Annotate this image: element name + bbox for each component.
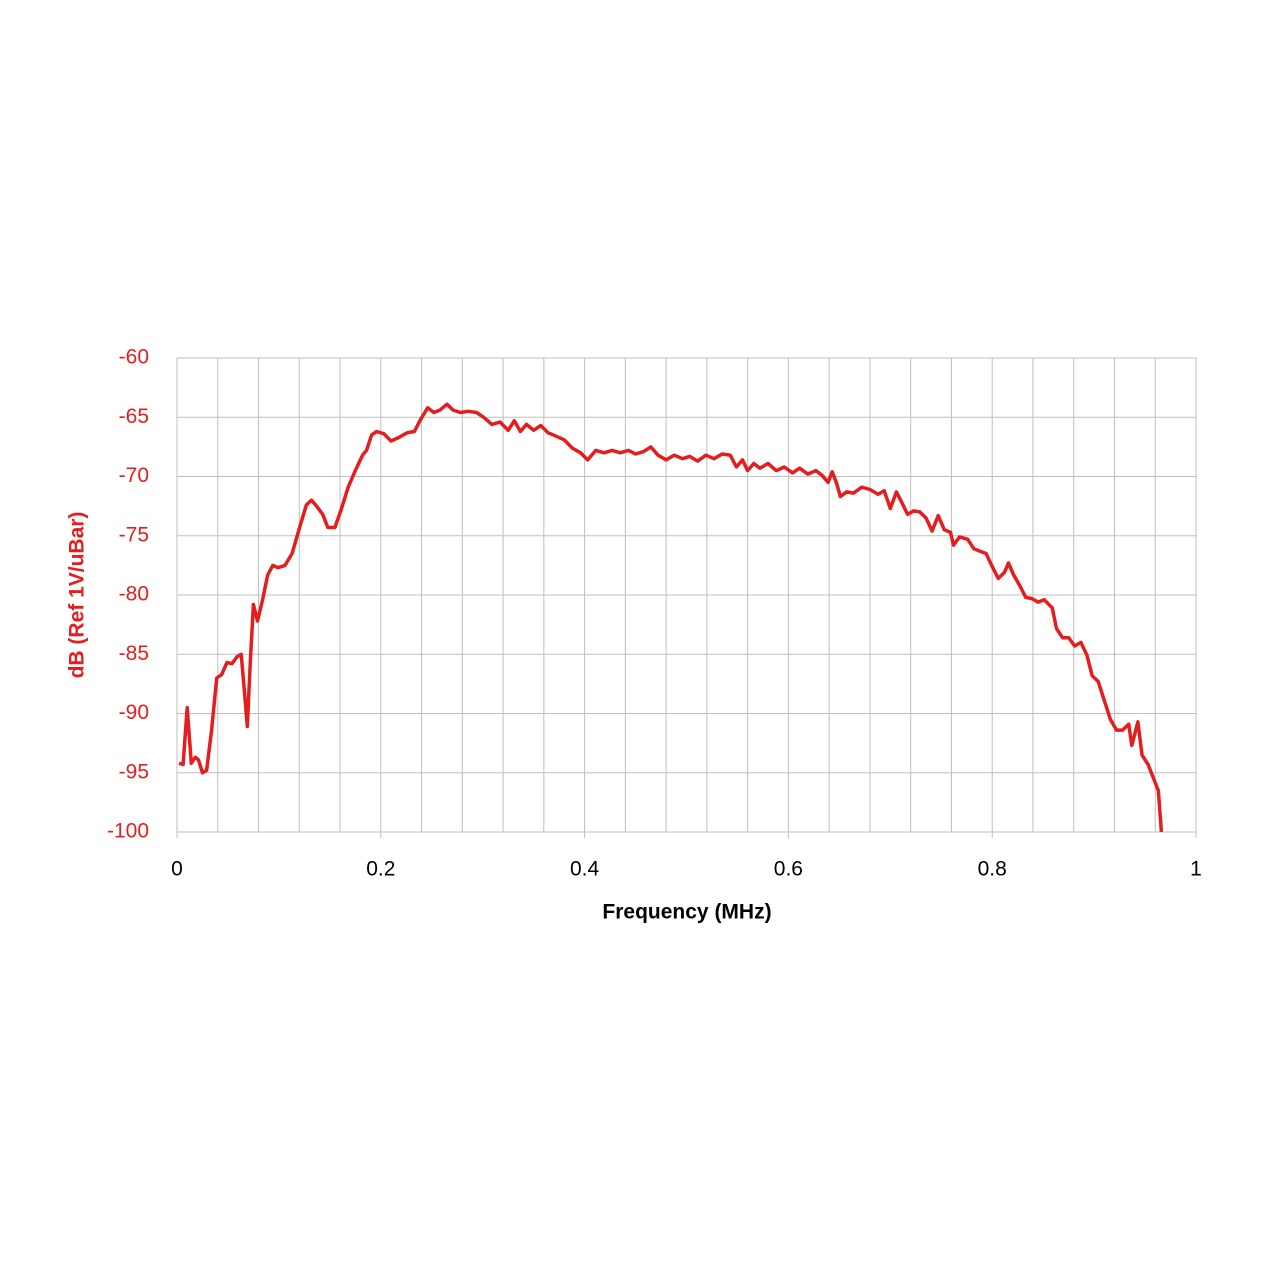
x-tick-label: 0.8 <box>978 858 1007 881</box>
data-line <box>178 402 1164 833</box>
x-tick-label: 0 <box>171 858 183 881</box>
y-tick-label: -100 <box>107 820 149 843</box>
y-tick-label: -60 <box>119 346 149 369</box>
y-axis-label: dB (Ref 1V/uBar) <box>66 512 89 679</box>
x-tick-label: 0.6 <box>774 858 803 881</box>
y-tick-label: -95 <box>119 760 149 783</box>
x-tick-label: 1 <box>1190 858 1202 881</box>
y-tick-label: -80 <box>119 583 149 606</box>
y-tick-label: -75 <box>119 523 149 546</box>
x-axis-label: Frequency (MHz) <box>602 901 771 924</box>
y-tick-label: -85 <box>119 642 149 665</box>
y-tick-label: -90 <box>119 701 149 724</box>
y-tick-label: -65 <box>119 405 149 428</box>
y-tick-label: -70 <box>119 464 149 487</box>
x-tick-label: 0.2 <box>366 858 395 881</box>
x-tick-label: 0.4 <box>570 858 600 881</box>
